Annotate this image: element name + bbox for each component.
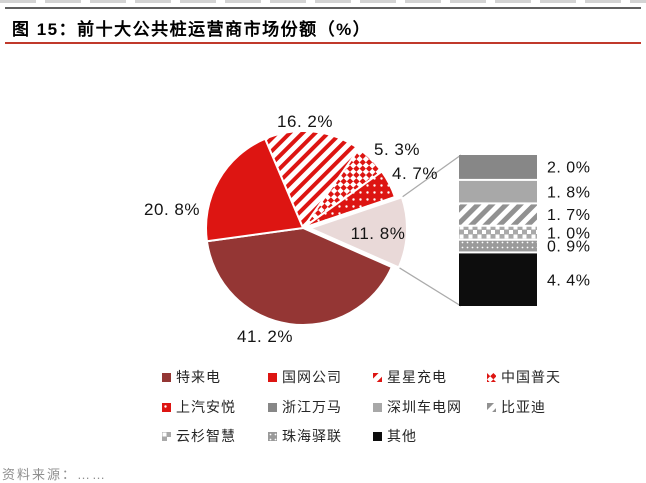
pie-label-group: 11. 8% xyxy=(351,224,406,243)
bar-segment-yunshan xyxy=(459,226,537,239)
source-note: 资料来源：…… xyxy=(2,467,108,482)
bar-label-car-energy-net: 1. 8% xyxy=(547,184,590,201)
pie-slice-state-grid xyxy=(205,137,304,243)
pie-label-teld: 41. 2% xyxy=(237,327,293,346)
pie xyxy=(205,130,408,326)
bar-segment-wanma xyxy=(459,155,537,179)
bar-label-byd: 1. 7% xyxy=(547,207,590,224)
data-labels: 16. 2% 5. 3% 4. 7% 11. 8% 41. 2% 20. 8% 2. 0% 1… xyxy=(144,112,590,346)
figure-title: 图 15：前十大公共桩运营商市场份额（%） xyxy=(12,20,372,39)
pie-label-potevio: 5. 3% xyxy=(374,140,420,159)
bar-segment-yilian xyxy=(459,240,537,252)
breakout-connector-lines xyxy=(398,154,462,307)
title-underline xyxy=(5,42,641,44)
pie-label-saic-anyo: 4. 7% xyxy=(392,164,438,183)
bar-label-yilian: 0. 9% xyxy=(547,239,590,256)
bar-segment-byd xyxy=(459,204,537,225)
bar-segment-car-energy-net xyxy=(459,180,537,203)
pie-slice-teld xyxy=(205,227,393,326)
pie-slice-group xyxy=(308,196,408,269)
bar-label-yunshan: 1. 0% xyxy=(547,225,590,242)
pie-label-star-charge: 16. 2% xyxy=(277,112,333,131)
bar-segment-others xyxy=(459,253,537,306)
connector-bottom xyxy=(398,266,462,307)
pie-slice-saic-anyo xyxy=(302,170,396,229)
cropped-content-edge xyxy=(0,0,646,3)
pie-slice-star-charge xyxy=(264,130,361,229)
breakout-bar xyxy=(459,155,537,306)
bar-of-pie-chart: 16. 2% 5. 3% 4. 7% 11. 8% 41. 2% 20. 8% 2. 0% 1… xyxy=(144,112,590,346)
bar-label-wanma: 2. 0% xyxy=(547,160,590,177)
pie-label-state-grid: 20. 8% xyxy=(144,200,200,219)
connector-top xyxy=(401,154,462,198)
title-top-rule xyxy=(5,7,641,9)
bar-label-others: 4. 4% xyxy=(547,272,590,289)
